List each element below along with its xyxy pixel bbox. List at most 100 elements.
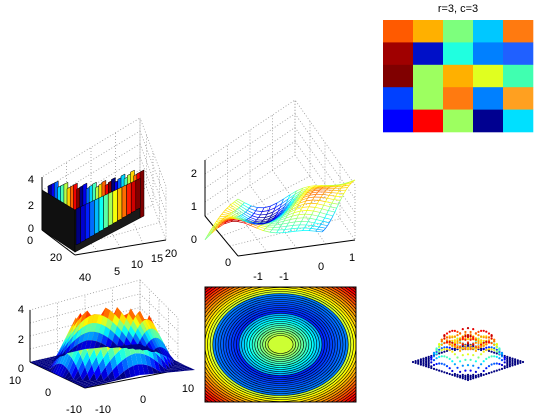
contour-subplot [204,286,357,403]
mesh-line [252,223,259,228]
surf-patch [96,349,104,365]
surf-patch [158,347,166,356]
mesh-line [265,226,268,229]
bar3-gridline [139,130,167,200]
surf-patch [46,358,53,361]
scatter3-point [500,355,504,358]
surf-patch [64,333,72,348]
surf-patch [96,314,104,325]
mesh-line [298,210,301,215]
surf-patch [124,346,131,348]
mesh-line [234,200,237,203]
mesh-line [250,205,258,208]
mesh-line [260,225,268,228]
mesh-line [275,209,283,216]
mesh-line [283,218,286,222]
scatter3-point [451,347,454,350]
mesh-line [335,195,343,198]
scatter3-point [493,343,496,346]
mesh-line [261,207,265,212]
scatter3-point [440,355,443,358]
scatter3-point [477,334,480,337]
surf-patch [96,373,104,382]
scatter3-point [472,354,475,357]
mesh-line [294,190,297,195]
mesh-line [283,219,291,222]
surf-patch [172,369,179,371]
mesh-line [223,209,226,213]
mesh-line [238,205,242,208]
surf-xtick: -10 [66,404,82,416]
surf-patch [91,314,99,324]
mesh-line [264,215,272,218]
scatter3-point [448,372,451,376]
mesh-line [284,200,292,207]
scatter3-point [432,363,436,367]
surf-patch [75,314,83,328]
mesh-line [306,224,313,227]
scatter3-point [506,355,509,358]
mesh-line [303,194,310,199]
mesh-line [291,205,298,210]
scatter3-point [427,364,430,367]
scatter3-point [451,369,454,373]
mesh-line [287,194,295,200]
surf-patch [66,322,74,336]
mesh-line [325,201,333,204]
surf-patch [185,367,193,370]
bar3-gridline [139,156,167,227]
mesh-line [231,212,239,217]
surf-patch [41,366,49,369]
surf-patch [114,375,122,381]
mesh-line [286,197,294,204]
mesh-ytick: 0 [318,261,324,273]
mesh-line [246,219,254,223]
mesh-line [281,222,289,225]
surf-patch [160,357,168,370]
mesh-line [321,205,324,209]
surf-ytick: 0 [140,394,146,406]
mesh-gridline [272,170,327,245]
mesh-line [276,229,279,234]
surf-patch [114,326,122,339]
scatter3-point [480,372,483,376]
surf-patch [59,365,67,378]
mesh-line [319,226,326,229]
scatter3-point [453,374,456,377]
mesh-line [273,207,276,213]
bar3-bar [84,202,91,240]
surf-patch [39,365,46,368]
scatter3-point [469,333,472,336]
mesh-line [321,208,329,211]
scatter3-point [519,360,522,363]
mesh-line [284,209,292,214]
scatter3-point [495,350,498,353]
mesh-line [287,194,291,200]
surf-patch [94,364,101,381]
surf-patch [39,358,46,361]
scatter3-point [427,359,430,362]
scatter3-point [445,365,449,368]
mesh-line [268,223,272,226]
surf-patch [107,370,115,381]
scatter3-point [503,358,506,361]
surf-patch [167,360,175,369]
mesh-line [260,211,263,216]
surf-patch [87,314,95,325]
mesh-line [252,221,260,224]
mesh-line [340,196,343,201]
scatter3-point [427,355,430,358]
surf-patch [89,349,97,365]
surf-y-ticks: -10 0 10 [95,383,194,416]
surf-patch [103,326,111,338]
surf-patch [94,381,101,384]
surf-z-ticks: 4 2 0 [18,304,24,375]
mesh-line [318,200,326,202]
scatter3-point [487,348,491,351]
scatter3-point [511,364,514,367]
surf-patch [43,360,51,364]
surf-patch [181,368,189,370]
scatter3-point [477,375,480,378]
mesh-line [263,218,270,221]
scatter3-point [456,346,459,349]
